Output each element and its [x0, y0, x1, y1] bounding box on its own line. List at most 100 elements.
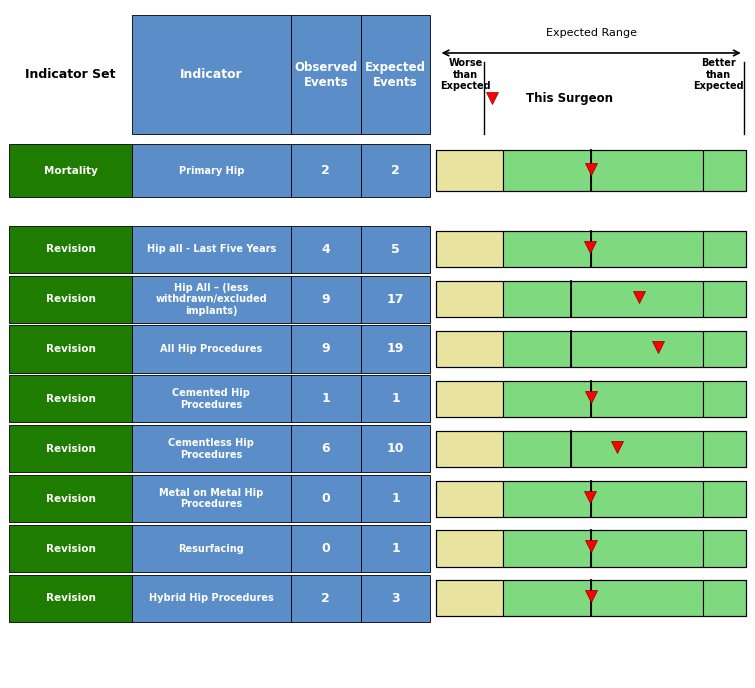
Text: Hybrid Hip Procedures: Hybrid Hip Procedures	[149, 593, 274, 603]
Bar	[436, 150, 503, 191]
Text: Metal on Metal Hip
Procedures: Metal on Metal Hip Procedures	[159, 488, 263, 509]
Bar	[361, 275, 430, 323]
Text: Worse
than
Expected: Worse than Expected	[440, 58, 491, 92]
Bar	[436, 581, 503, 616]
Bar	[703, 231, 746, 267]
Bar	[571, 331, 703, 367]
Bar	[436, 480, 503, 517]
Bar	[361, 144, 430, 197]
Text: Revision: Revision	[45, 294, 96, 304]
Text: 2: 2	[322, 592, 330, 605]
Bar	[503, 581, 591, 616]
Text: Cementless Hip
Procedures: Cementless Hip Procedures	[168, 438, 254, 460]
Bar	[9, 525, 132, 572]
Text: Primary Hip: Primary Hip	[179, 166, 244, 175]
Bar	[291, 376, 361, 422]
Text: 1: 1	[391, 542, 400, 555]
Bar	[436, 150, 746, 191]
Bar	[436, 530, 503, 567]
Bar	[291, 425, 361, 472]
Bar	[132, 376, 291, 422]
Bar	[291, 144, 361, 197]
Text: 5: 5	[391, 243, 400, 256]
Bar	[436, 381, 503, 417]
Bar	[503, 480, 591, 517]
Bar	[703, 431, 746, 466]
Bar	[132, 275, 291, 323]
Text: Hip all - Last Five Years: Hip all - Last Five Years	[146, 244, 276, 255]
Bar	[361, 325, 430, 373]
Bar	[703, 331, 746, 367]
Bar	[9, 325, 132, 373]
Text: Expected Range: Expected Range	[546, 28, 636, 38]
Bar	[436, 581, 746, 616]
Bar	[9, 275, 132, 323]
Bar	[132, 226, 291, 272]
Bar	[132, 525, 291, 572]
Bar	[361, 525, 430, 572]
Bar	[291, 325, 361, 373]
Bar	[503, 431, 571, 466]
Bar	[291, 275, 361, 323]
Text: Revision: Revision	[45, 394, 96, 404]
Bar	[571, 281, 703, 317]
Text: 10: 10	[387, 442, 405, 455]
Text: 1: 1	[391, 492, 400, 505]
Bar	[503, 150, 591, 191]
Text: Revision: Revision	[45, 544, 96, 554]
Text: 0: 0	[322, 542, 330, 555]
Text: Cemented Hip
Procedures: Cemented Hip Procedures	[172, 388, 251, 409]
Text: 1: 1	[391, 392, 400, 405]
Bar	[132, 425, 291, 472]
Text: All Hip Procedures: All Hip Procedures	[160, 344, 263, 354]
Bar	[503, 231, 591, 267]
Bar	[9, 144, 132, 197]
Bar	[503, 331, 571, 367]
Text: Indicator Set: Indicator Set	[26, 68, 116, 81]
Bar	[361, 15, 430, 134]
Bar	[436, 530, 746, 567]
Text: This Surgeon: This Surgeon	[526, 92, 613, 105]
Bar	[436, 231, 503, 267]
Text: 6: 6	[322, 442, 330, 455]
Bar	[703, 530, 746, 567]
Bar	[436, 281, 746, 317]
Text: 4: 4	[322, 243, 330, 256]
Bar	[436, 431, 503, 466]
Text: 19: 19	[387, 343, 405, 356]
Bar	[9, 376, 132, 422]
Bar	[436, 281, 503, 317]
Text: 2: 2	[391, 164, 400, 177]
Bar	[703, 480, 746, 517]
Bar	[291, 226, 361, 272]
Text: Revision: Revision	[45, 344, 96, 354]
Bar	[436, 431, 746, 466]
Text: Expected
Events: Expected Events	[365, 61, 426, 89]
Text: Hip All – (less
withdrawn/excluded
implants): Hip All – (less withdrawn/excluded impla…	[156, 283, 267, 316]
Bar	[9, 226, 132, 272]
Text: Mortality: Mortality	[44, 166, 97, 175]
Bar	[591, 530, 703, 567]
Bar	[436, 480, 746, 517]
Bar	[132, 575, 291, 622]
Text: Observed
Events: Observed Events	[294, 61, 357, 89]
Bar	[361, 376, 430, 422]
Bar	[9, 425, 132, 472]
Bar	[591, 150, 703, 191]
Bar	[291, 15, 361, 134]
Bar	[132, 15, 291, 134]
Text: Revision: Revision	[45, 244, 96, 255]
Text: 9: 9	[322, 292, 330, 305]
Bar	[9, 475, 132, 522]
Text: Resurfacing: Resurfacing	[178, 544, 245, 554]
Bar	[703, 150, 746, 191]
Bar	[591, 231, 703, 267]
Text: Revision: Revision	[45, 493, 96, 504]
Text: Better
than
Expected: Better than Expected	[693, 58, 744, 92]
Bar	[291, 475, 361, 522]
Text: 3: 3	[391, 592, 400, 605]
Text: 2: 2	[322, 164, 330, 177]
Bar	[571, 431, 703, 466]
Bar	[291, 575, 361, 622]
Bar	[132, 144, 291, 197]
